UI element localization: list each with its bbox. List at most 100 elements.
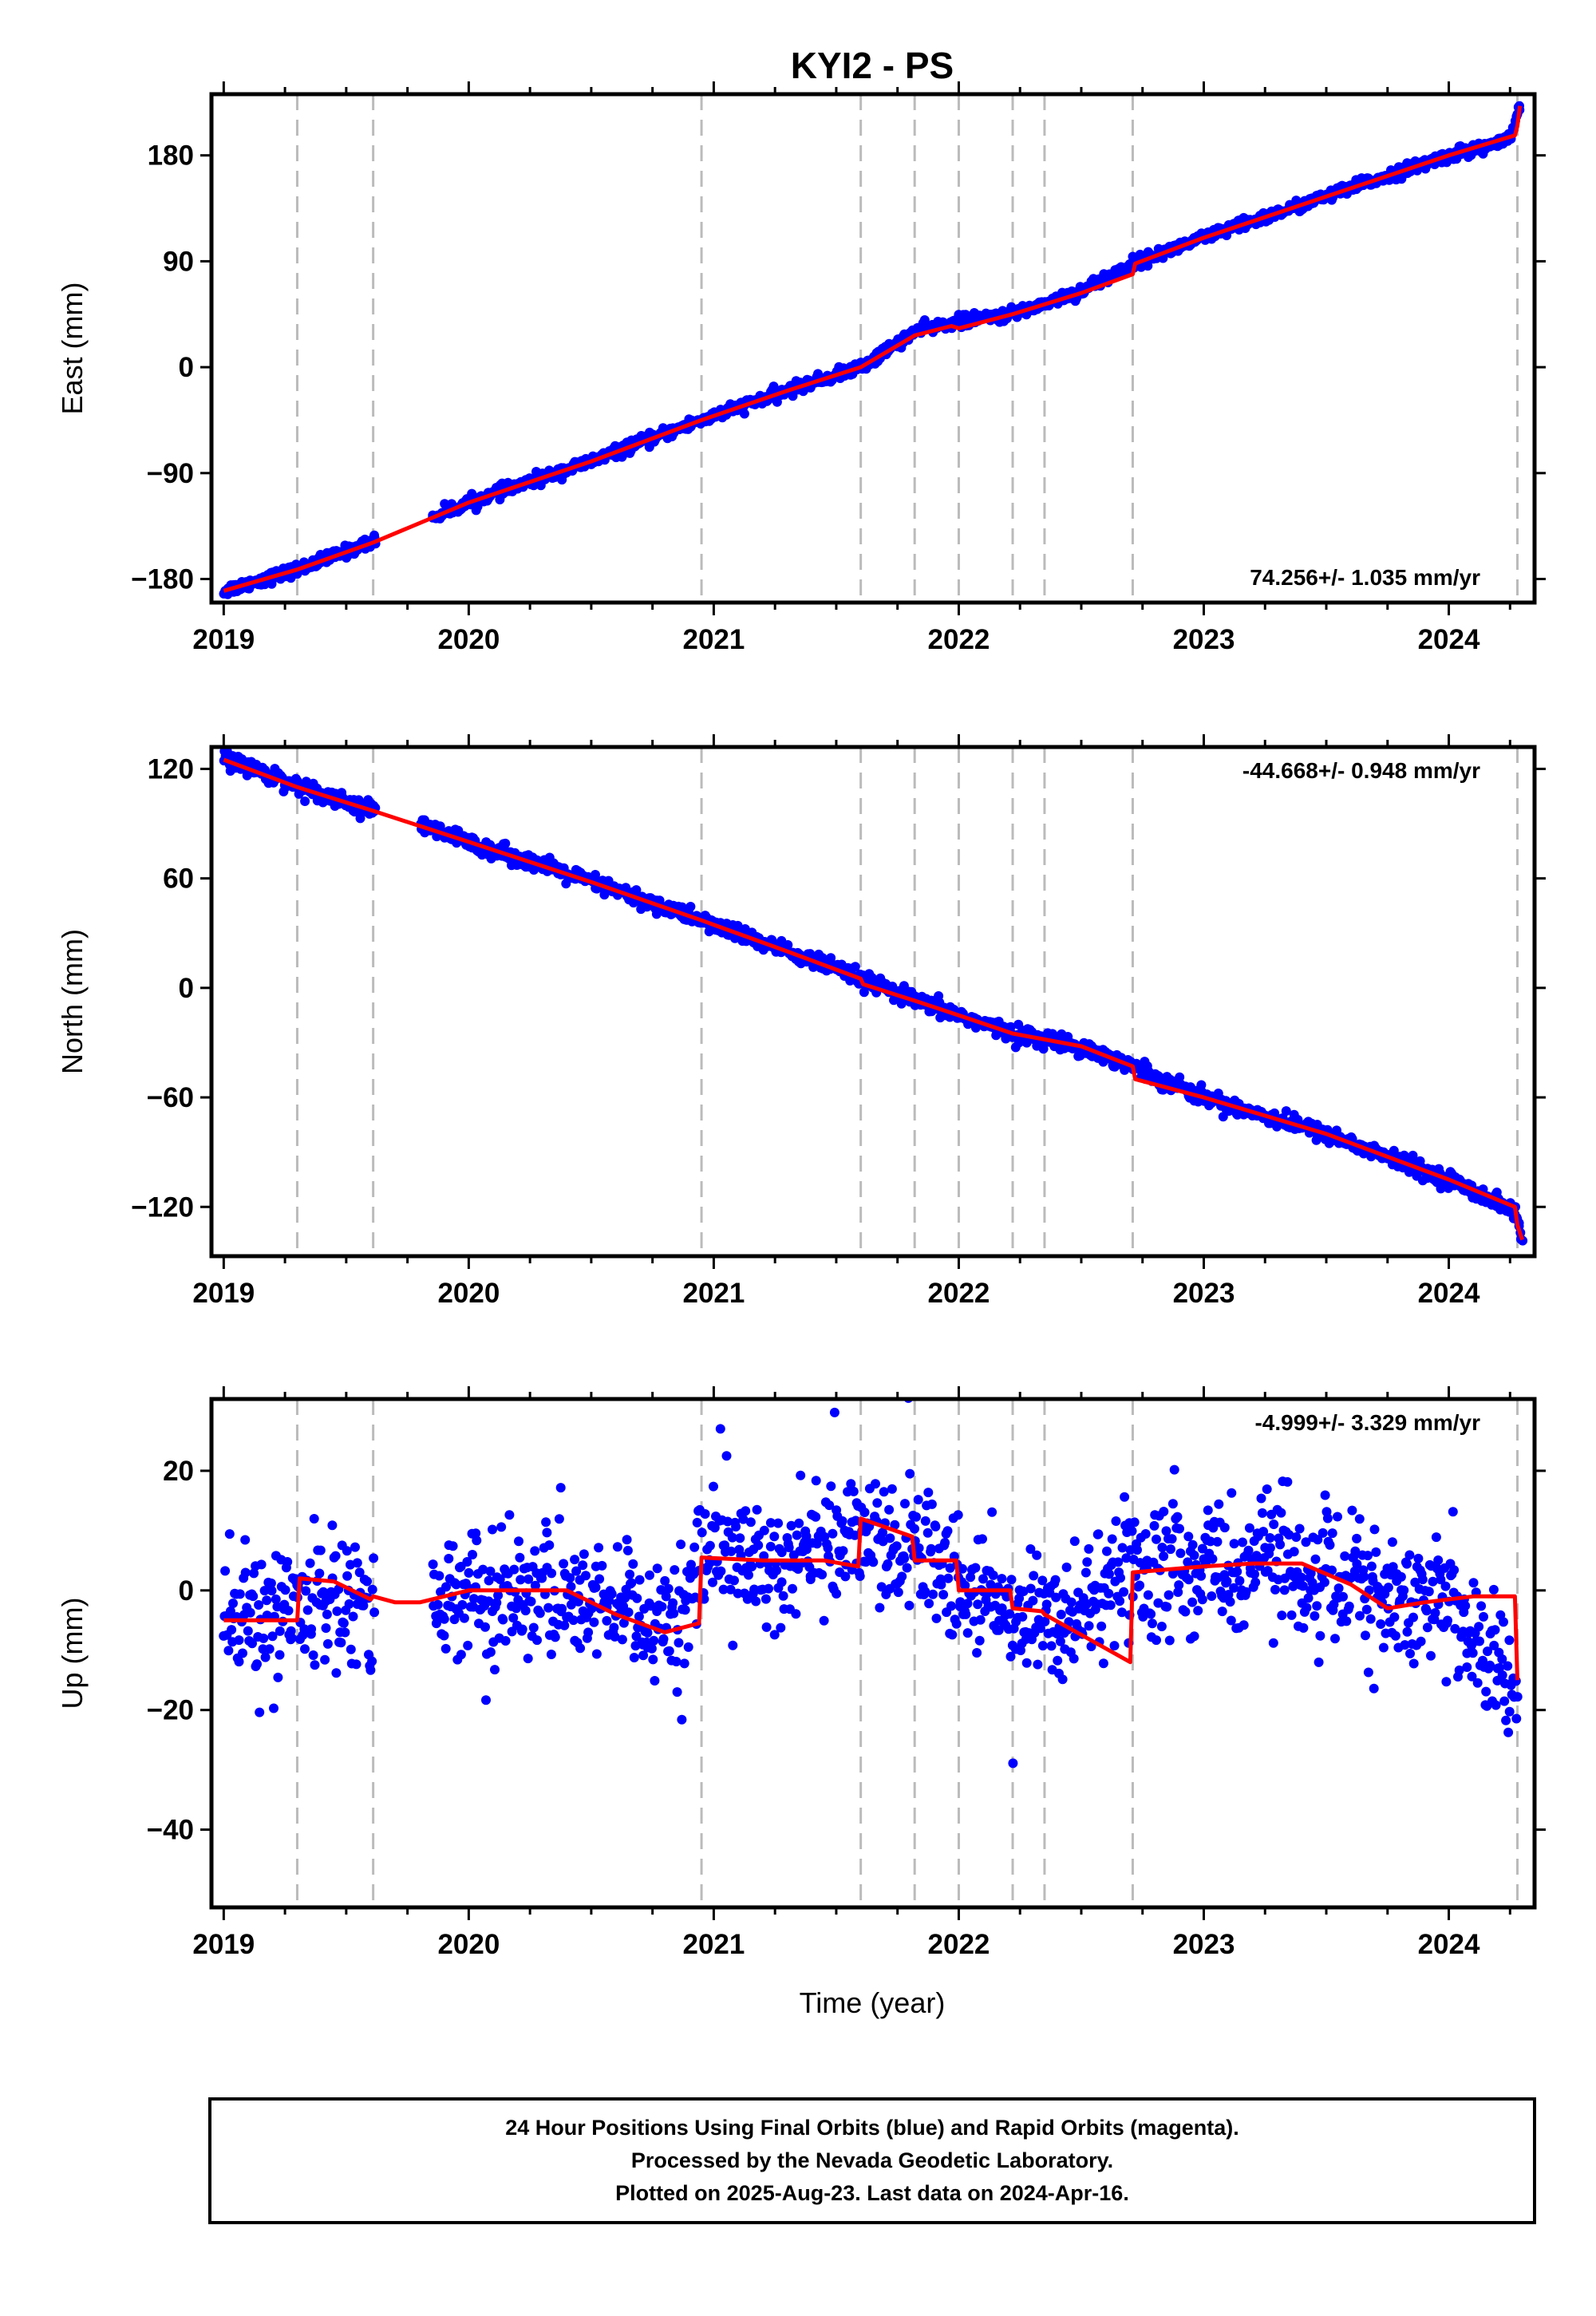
data-point: [922, 1528, 933, 1538]
data-point: [1497, 1654, 1507, 1664]
data-point: [568, 1615, 579, 1626]
data-point: [1467, 1671, 1477, 1682]
data-point: [340, 1627, 350, 1638]
data-point: [1018, 1587, 1029, 1596]
data-point: [994, 1625, 1004, 1635]
data-point: [838, 1546, 848, 1556]
data-point: [1250, 1577, 1261, 1587]
data-point: [752, 1504, 762, 1515]
data-point: [1504, 1635, 1515, 1646]
data-point: [591, 1649, 602, 1659]
data-point: [1313, 1535, 1323, 1545]
data-point: [1111, 1516, 1121, 1526]
x-tick-label: 2024: [1418, 1929, 1480, 1960]
data-point: [1046, 1641, 1057, 1651]
data-point: [646, 1643, 657, 1654]
data-point: [1084, 1543, 1094, 1554]
data-point: [259, 1633, 269, 1643]
data-point: [523, 1654, 533, 1664]
data-point: [546, 1650, 556, 1659]
data-point: [1183, 1575, 1194, 1585]
data-point: [629, 1653, 639, 1662]
data-point: [783, 940, 793, 950]
data-point: [955, 1597, 966, 1607]
x-tick-label: 2022: [928, 1929, 990, 1960]
data-point: [471, 1528, 481, 1539]
data-point: [480, 1622, 490, 1632]
data-point: [1226, 1615, 1236, 1626]
data-point: [1115, 1596, 1125, 1607]
data-point: [1497, 1670, 1507, 1680]
data-point: [738, 1514, 749, 1524]
data-point: [926, 1543, 936, 1554]
data-point: [301, 1586, 311, 1596]
data-point: [310, 1660, 320, 1670]
data-point: [900, 1499, 910, 1509]
data-point: [1121, 1553, 1132, 1563]
x-tick-label: 2020: [437, 1278, 500, 1309]
data-point: [715, 1424, 725, 1434]
data-point: [508, 1613, 519, 1623]
data-point: [1399, 1585, 1409, 1595]
data-point: [1365, 1614, 1376, 1624]
data-point: [729, 1575, 739, 1586]
data-point: [431, 1618, 441, 1629]
data-point: [1229, 1583, 1239, 1593]
data-point: [689, 1542, 700, 1552]
data-point: [240, 1535, 251, 1545]
data-point: [1390, 1630, 1400, 1641]
data-point: [1152, 1635, 1161, 1646]
data-point: [255, 1707, 265, 1717]
data-point: [1270, 1584, 1280, 1595]
data-point: [1333, 1583, 1344, 1594]
data-point: [928, 1589, 938, 1599]
data-point: [457, 1599, 468, 1610]
data-point: [794, 1518, 804, 1528]
data-point: [1454, 1665, 1464, 1675]
data-point: [1265, 1543, 1275, 1553]
data-point: [1205, 1536, 1215, 1547]
data-point: [1359, 1571, 1369, 1582]
data-point: [1460, 1601, 1471, 1611]
data-point: [1197, 1595, 1207, 1605]
data-point: [355, 813, 365, 824]
data-point: [448, 1541, 458, 1551]
data-point: [1344, 1601, 1354, 1611]
model-line: [223, 1516, 1519, 1681]
data-point: [444, 1554, 454, 1563]
data-point: [1388, 1562, 1398, 1572]
data-point: [1223, 1590, 1234, 1600]
data-point: [887, 1484, 897, 1494]
data-point: [485, 1647, 496, 1658]
data-point: [802, 1544, 812, 1555]
data-point: [725, 1584, 736, 1595]
data-point: [544, 1540, 555, 1551]
data-point: [1475, 1636, 1484, 1646]
data-point: [1040, 1616, 1050, 1626]
data-point: [769, 1531, 780, 1542]
data-point: [530, 1580, 540, 1591]
data-point: [1262, 1484, 1272, 1494]
data-point: [1238, 1537, 1247, 1547]
data-point: [481, 1695, 491, 1705]
data-point: [626, 1578, 637, 1588]
y-tick-label: 0: [179, 1575, 194, 1607]
data-point: [352, 1558, 362, 1568]
data-point: [1366, 1561, 1377, 1571]
data-point: [893, 1587, 903, 1598]
data-point: [1310, 1554, 1321, 1564]
data-point: [1159, 1551, 1169, 1561]
data-point: [300, 1644, 310, 1654]
data-point: [726, 1546, 737, 1556]
panel-2: −120 −60 0 60 120 2019 2020 2021 2022 2023 2024 Nor…: [56, 734, 1546, 1309]
data-point: [500, 1636, 511, 1646]
data-point: [671, 1657, 681, 1666]
data-point: [913, 1495, 923, 1505]
data-point: [819, 1615, 829, 1626]
data-point: [946, 1601, 956, 1611]
data-point: [1189, 1550, 1199, 1560]
data-point: [240, 1567, 251, 1578]
data-point: [610, 1631, 620, 1642]
data-point: [1051, 1592, 1061, 1603]
